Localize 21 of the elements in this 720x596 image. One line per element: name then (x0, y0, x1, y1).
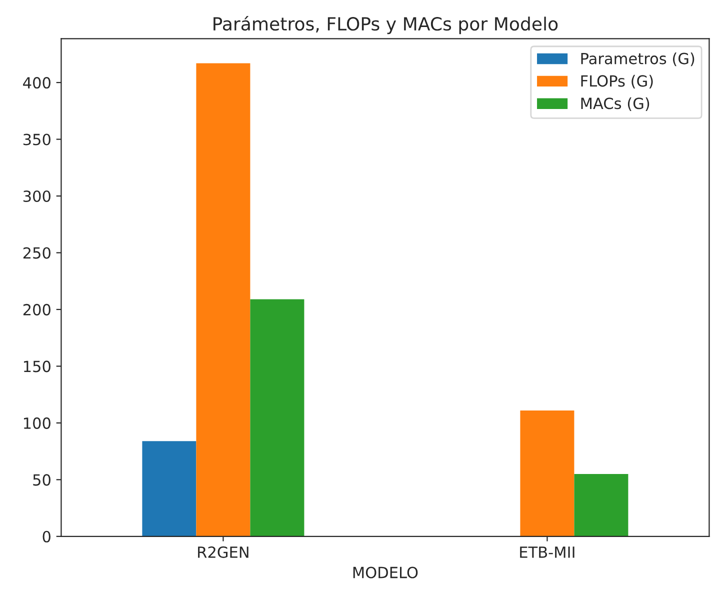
y-tick-label: 50 (33, 474, 50, 486)
y-tick-label: 300 (23, 190, 50, 202)
legend-label: Parametros (G) (581, 52, 694, 66)
x-tick-label: R2GEN (198, 546, 248, 558)
y-tick-label: 0 (42, 530, 50, 542)
bar (250, 299, 304, 536)
y-tick-label: 400 (23, 77, 50, 89)
x-axis-title: MODELO (353, 566, 418, 578)
x-tick-label: ETB-MII (520, 546, 574, 558)
y-tick-label: 150 (24, 360, 50, 372)
y-tick-label: 350 (23, 134, 50, 146)
bar (142, 441, 196, 536)
chart-title: Parámetros, FLOPs y MACs por Modelo (214, 16, 558, 34)
legend-label: MACs (G) (581, 97, 650, 111)
bar (574, 474, 628, 536)
y-tick-label: 250 (23, 247, 50, 259)
bar (196, 63, 250, 536)
bar (520, 410, 574, 536)
y-tick-label: 200 (23, 304, 50, 316)
y-tick-label: 100 (24, 417, 50, 429)
legend-label: FLOPs (G) (581, 74, 653, 89)
